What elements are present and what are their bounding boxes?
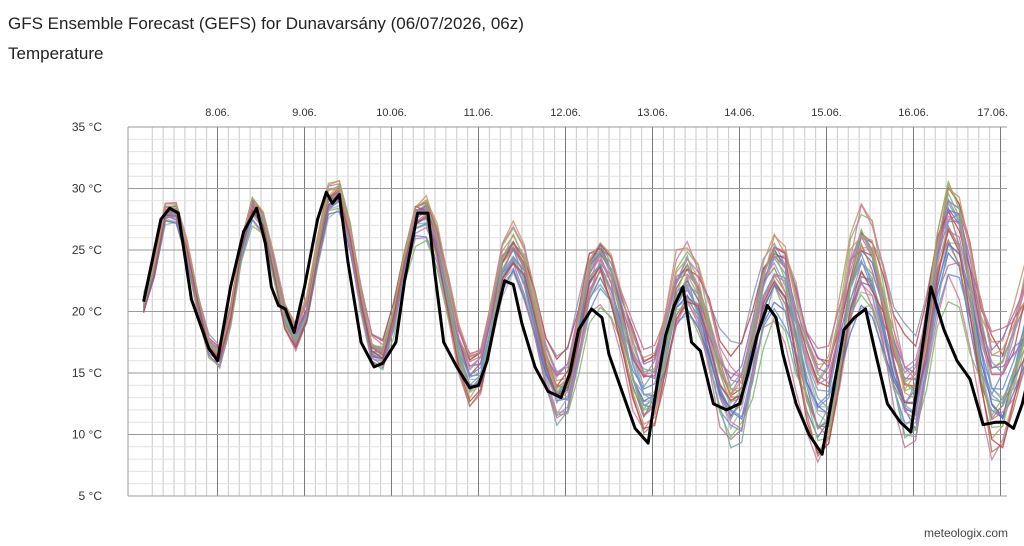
y-tick-label: 25 °C — [72, 243, 102, 257]
x-tick-label: 10.06. — [376, 107, 407, 119]
y-tick-label: 15 °C — [72, 366, 102, 380]
y-tick-label: 30 °C — [72, 182, 102, 196]
chart-title: GFS Ensemble Forecast (GEFS) for Dunavar… — [8, 14, 524, 33]
y-tick-label: 35 °C — [72, 120, 102, 134]
x-tick-label: 11.06. — [464, 107, 494, 119]
x-tick-label: 14.06. — [724, 107, 755, 119]
x-tick-label: 8.06. — [205, 107, 229, 119]
y-tick-label: 20 °C — [72, 305, 102, 319]
x-axis-labels: 8.06. 9.06. 10.06. 11.06. 12.06. 13.06. 14.06.… — [205, 107, 1008, 119]
chart-subtitle: Temperature — [8, 44, 104, 63]
source-credit: meteologix.com — [923, 526, 1008, 540]
control-line — [142, 190, 1024, 456]
ensemble-member-line — [142, 197, 1024, 455]
x-tick-label: 16.06. — [898, 107, 929, 119]
x-tick-label: 9.06. — [292, 107, 316, 119]
x-tick-label: 15.06. — [811, 107, 842, 119]
control-run-line — [142, 190, 1024, 456]
y-tick-label: 10 °C — [72, 428, 102, 442]
y-tick-label: 5 °C — [79, 489, 103, 503]
ensemble-member-line — [142, 187, 1024, 398]
y-axis-labels: 5 °C 10 °C 15 °C 20 °C 25 °C 30 °C 35 °C — [72, 120, 102, 503]
ensemble-member-line — [142, 197, 1024, 449]
ensemble-member-line — [142, 179, 1024, 442]
x-tick-label: 13.06. — [637, 107, 668, 119]
x-tick-label: 12.06. — [550, 107, 581, 119]
x-tick-label: 17.06. — [977, 107, 1008, 119]
